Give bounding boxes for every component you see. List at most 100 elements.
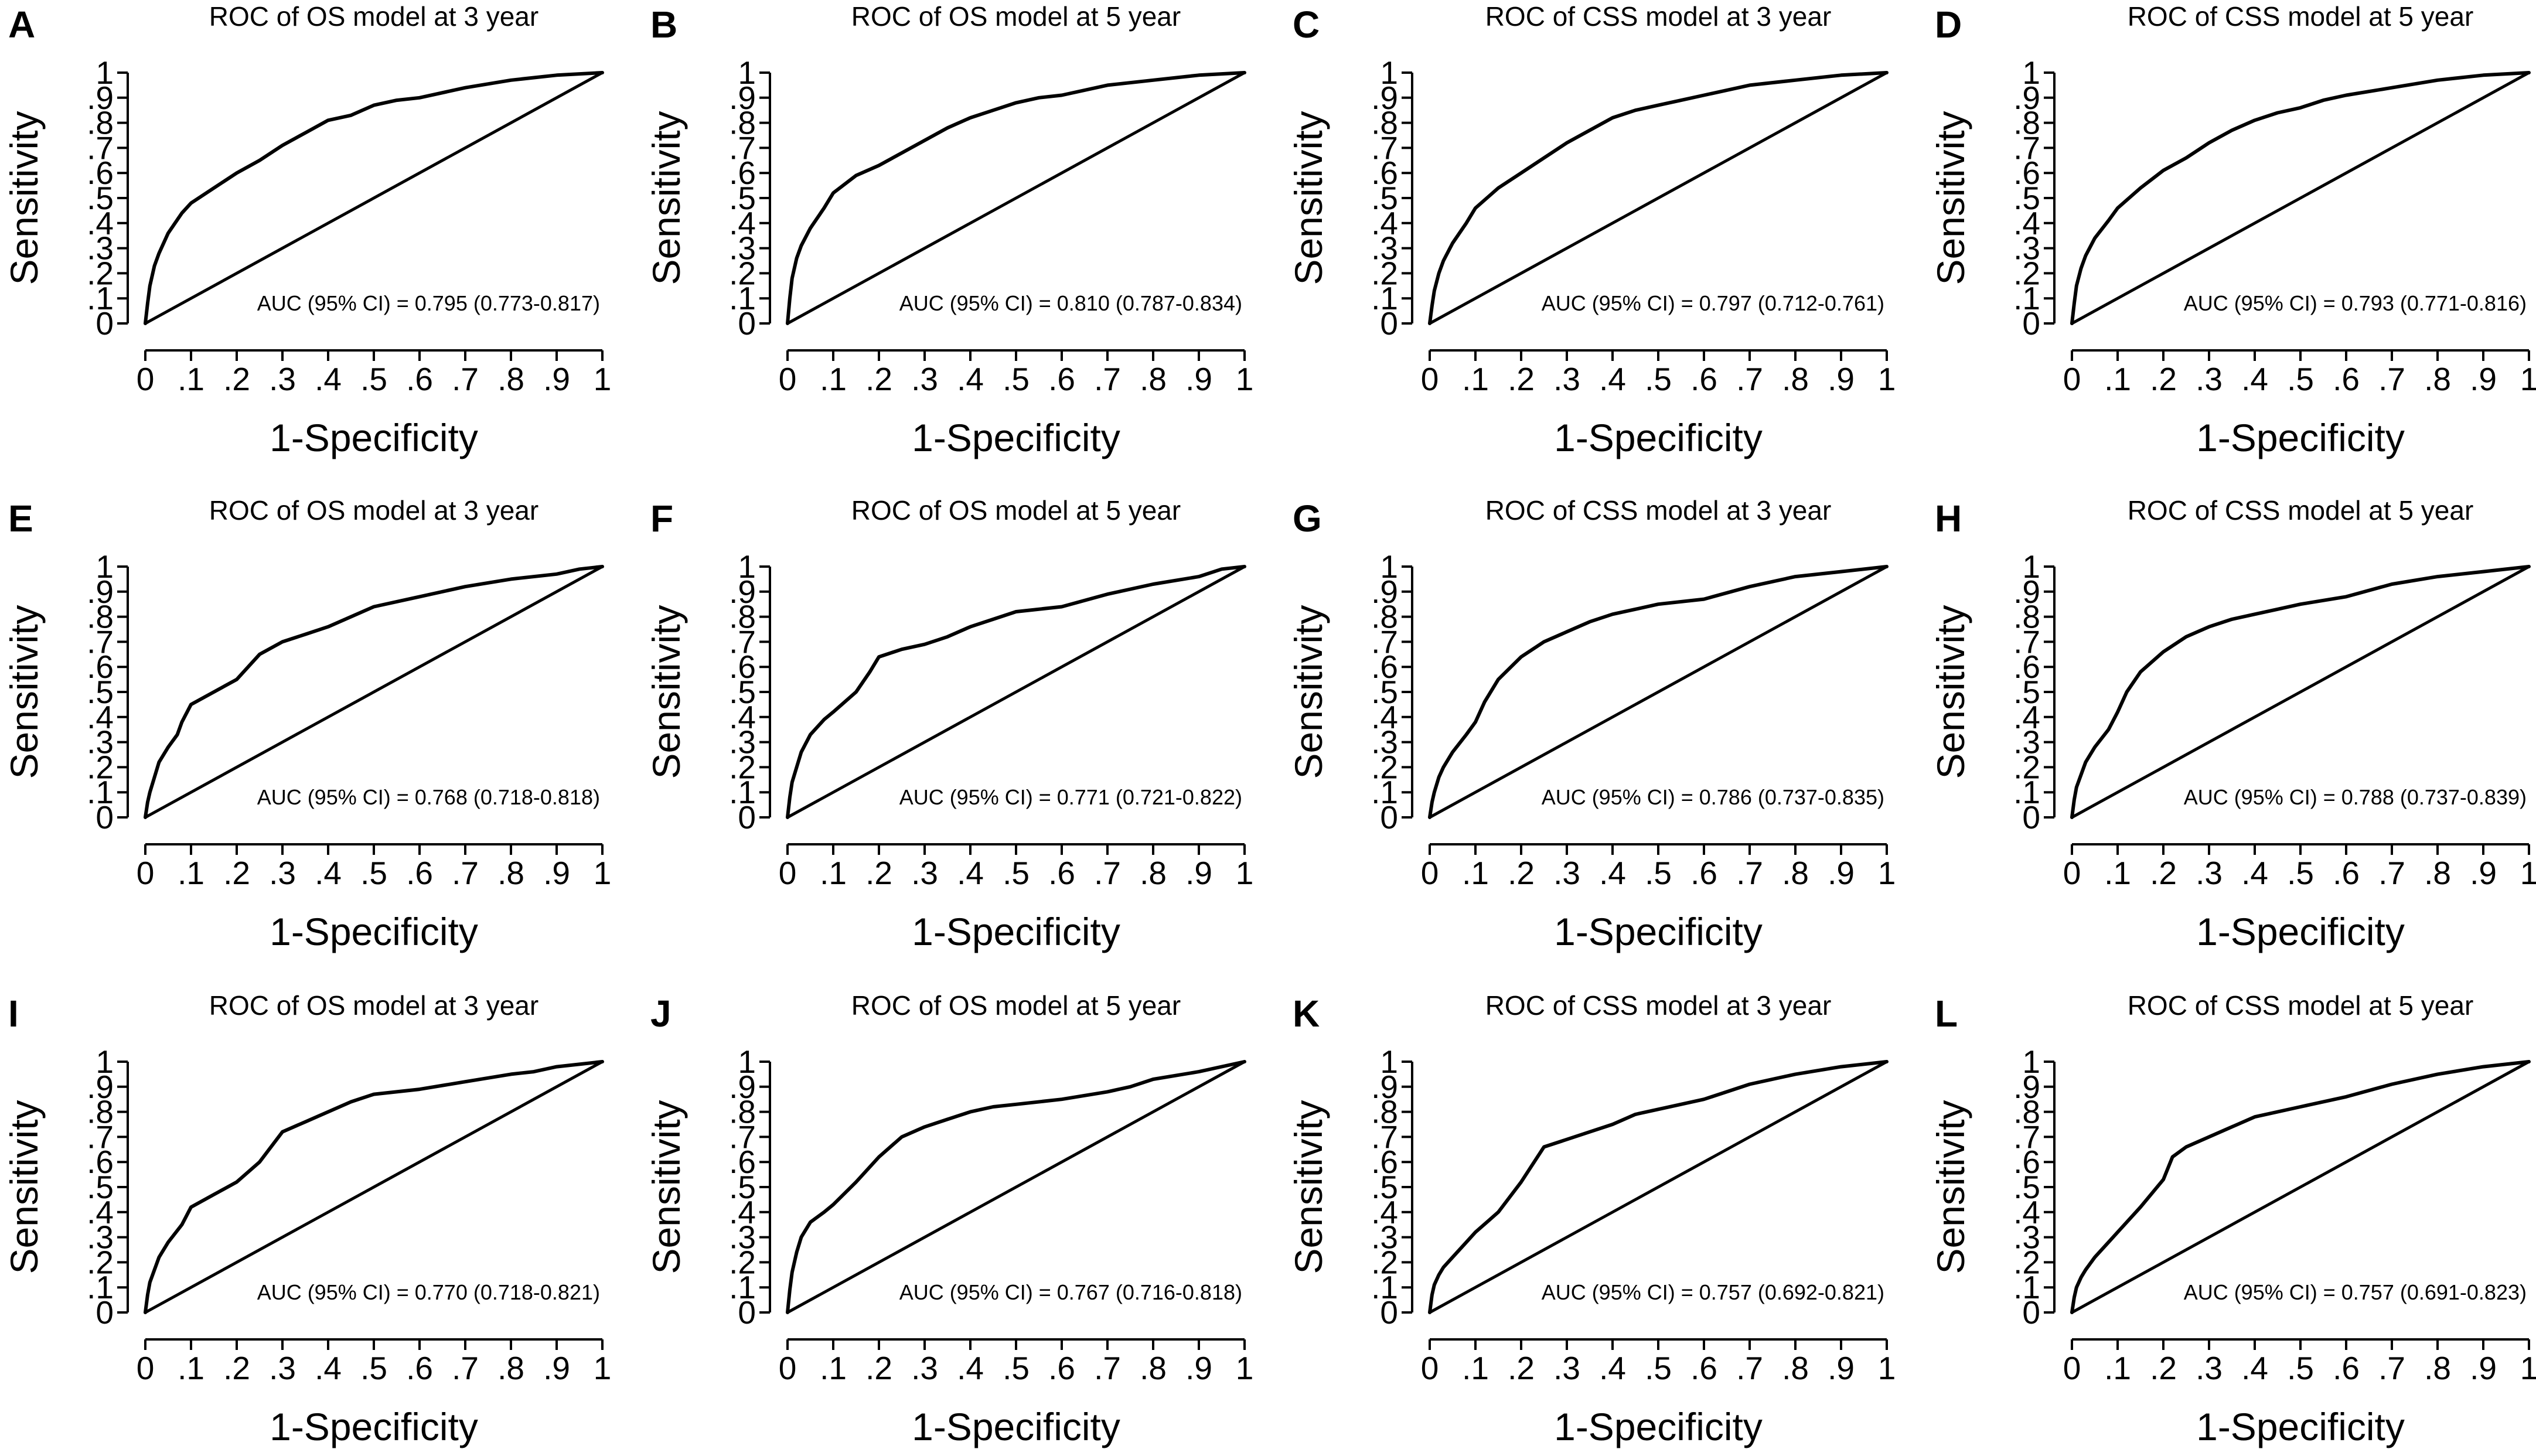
x-tick-label: .6: [2333, 361, 2360, 397]
x-tick-label: .3: [269, 1350, 296, 1386]
x-tick-label: .5: [1645, 1350, 1672, 1386]
y-axis-label: Sensitivity: [645, 111, 688, 285]
y-axis-label: Sensitivity: [1929, 111, 1972, 285]
auc-annotation: AUC (95% CI) = 0.788 (0.737-0.839): [2184, 785, 2527, 809]
y-tick-label: .5: [87, 674, 114, 710]
y-tick-label: 0: [96, 305, 114, 342]
y-tick-label: .8: [729, 599, 756, 635]
y-tick-label: .8: [1371, 105, 1398, 141]
x-tick-label: .6: [1048, 1350, 1075, 1386]
x-tick-label: .8: [497, 855, 524, 891]
roc-panel-d: D ROC of CSS model at 5 year0.1.2.3.4.5.6…: [1929, 1, 2536, 459]
x-tick-label: .4: [315, 1350, 342, 1386]
auc-annotation: AUC (95% CI) = 0.795 (0.773-0.817): [257, 291, 600, 315]
x-tick-label: .1: [178, 855, 204, 891]
y-tick-label: .8: [2013, 599, 2040, 635]
roc-curve: [786, 1060, 1246, 1314]
x-tick-label: 1: [2520, 1350, 2536, 1386]
y-tick-label: .8: [1371, 1094, 1398, 1130]
y-axis-label: Sensitivity: [2, 605, 46, 779]
x-tick-label: .2: [2150, 855, 2177, 891]
y-tick-label: .7: [729, 129, 756, 166]
x-tick-label: .1: [820, 1350, 847, 1386]
y-tick-label: .3: [87, 230, 114, 267]
y-tick-label: .3: [1371, 230, 1398, 267]
auc-annotation: AUC (95% CI) = 0.810 (0.787-0.834): [899, 291, 1242, 315]
roc-panel-i: I ROC of OS model at 3 year0.1.2.3.4.5.6.…: [2, 990, 611, 1448]
y-tick-label: .6: [87, 155, 114, 191]
y-tick-label: .6: [2013, 155, 2040, 191]
y-tick-label: .5: [2013, 1169, 2040, 1205]
x-tick-label: .6: [1690, 361, 1717, 397]
y-tick-label: .5: [1371, 1169, 1398, 1205]
x-tick-label: .1: [2104, 1350, 2131, 1386]
x-tick-label: 0: [779, 855, 797, 891]
x-axis-label: 1-Specificity: [2196, 1405, 2405, 1448]
roc-curve: [1428, 71, 1889, 325]
chart-title: ROC of CSS model at 3 year: [1485, 990, 1832, 1021]
y-tick-label: 0: [738, 1294, 756, 1331]
y-tick-label: .7: [729, 1119, 756, 1155]
y-tick-label: .8: [87, 105, 114, 141]
x-tick-label: 1: [1236, 855, 1254, 891]
panel-letter: L: [1935, 993, 1958, 1035]
y-axis-label: Sensitivity: [1287, 1100, 1330, 1274]
x-tick-label: .4: [957, 855, 984, 891]
y-tick-label: .6: [2013, 1144, 2040, 1180]
reference-diagonal: [1429, 1060, 1888, 1314]
y-tick-label: .9: [2013, 1069, 2040, 1105]
x-tick-label: .9: [2470, 855, 2497, 891]
x-tick-label: .2: [1508, 1350, 1535, 1386]
x-tick-label: .7: [452, 1350, 479, 1386]
y-tick-label: .9: [729, 574, 756, 610]
panel-letter: D: [1935, 4, 1962, 46]
y-tick-label: 0: [2022, 1294, 2040, 1331]
roc-panel-b: B ROC of OS model at 5 year0.1.2.3.4.5.6.…: [645, 1, 1253, 459]
y-tick-label: .2: [2013, 749, 2040, 785]
x-tick-label: 0: [2063, 855, 2081, 891]
y-tick-label: .6: [729, 1144, 756, 1180]
chart-title: ROC of OS model at 5 year: [851, 495, 1181, 526]
x-tick-label: .1: [1462, 361, 1489, 397]
x-tick-label: .3: [1553, 855, 1580, 891]
x-tick-label: .5: [1645, 855, 1672, 891]
roc-panel-e: E ROC of OS model at 3 year0.1.2.3.4.5.6.…: [2, 495, 611, 953]
x-tick-label: .3: [911, 855, 938, 891]
y-tick-label: .9: [87, 574, 114, 610]
x-tick-label: 1: [1236, 361, 1254, 397]
x-tick-label: .7: [1094, 1350, 1121, 1386]
y-tick-label: .1: [729, 1269, 756, 1305]
x-tick-label: .2: [865, 1350, 892, 1386]
x-tick-label: .7: [1094, 855, 1121, 891]
y-tick-label: .1: [87, 280, 114, 316]
y-tick-label: 1: [96, 1044, 114, 1080]
auc-annotation: AUC (95% CI) = 0.767 (0.716-0.818): [899, 1280, 1242, 1304]
x-tick-label: .3: [1553, 361, 1580, 397]
y-tick-label: 1: [1380, 54, 1398, 91]
y-tick-label: .7: [2013, 129, 2040, 166]
y-tick-label: .5: [1371, 674, 1398, 710]
x-tick-label: 1: [2520, 855, 2536, 891]
y-tick-label: .4: [1371, 205, 1398, 241]
x-tick-label: .2: [223, 361, 250, 397]
y-tick-label: .1: [87, 774, 114, 810]
y-tick-label: .1: [1371, 1269, 1398, 1305]
x-tick-label: .7: [452, 361, 479, 397]
reference-diagonal: [2071, 565, 2530, 819]
y-tick-label: .6: [2013, 649, 2040, 685]
reference-diagonal: [2071, 1060, 2530, 1314]
x-tick-label: .7: [1736, 1350, 1763, 1386]
x-tick-label: 0: [2063, 1350, 2081, 1386]
y-tick-label: 0: [1380, 1294, 1398, 1331]
x-tick-label: .3: [911, 1350, 938, 1386]
roc-panel-j: J ROC of OS model at 5 year0.1.2.3.4.5.6.…: [645, 990, 1253, 1448]
y-tick-label: .2: [1371, 749, 1398, 785]
x-tick-label: .3: [269, 361, 296, 397]
x-tick-label: .3: [1553, 1350, 1580, 1386]
x-tick-label: .4: [315, 855, 342, 891]
y-tick-label: 0: [1380, 799, 1398, 836]
x-axis-label: 1-Specificity: [270, 910, 478, 953]
y-tick-label: .8: [729, 1094, 756, 1130]
reference-diagonal: [1429, 565, 1888, 819]
x-tick-label: .9: [1828, 361, 1855, 397]
